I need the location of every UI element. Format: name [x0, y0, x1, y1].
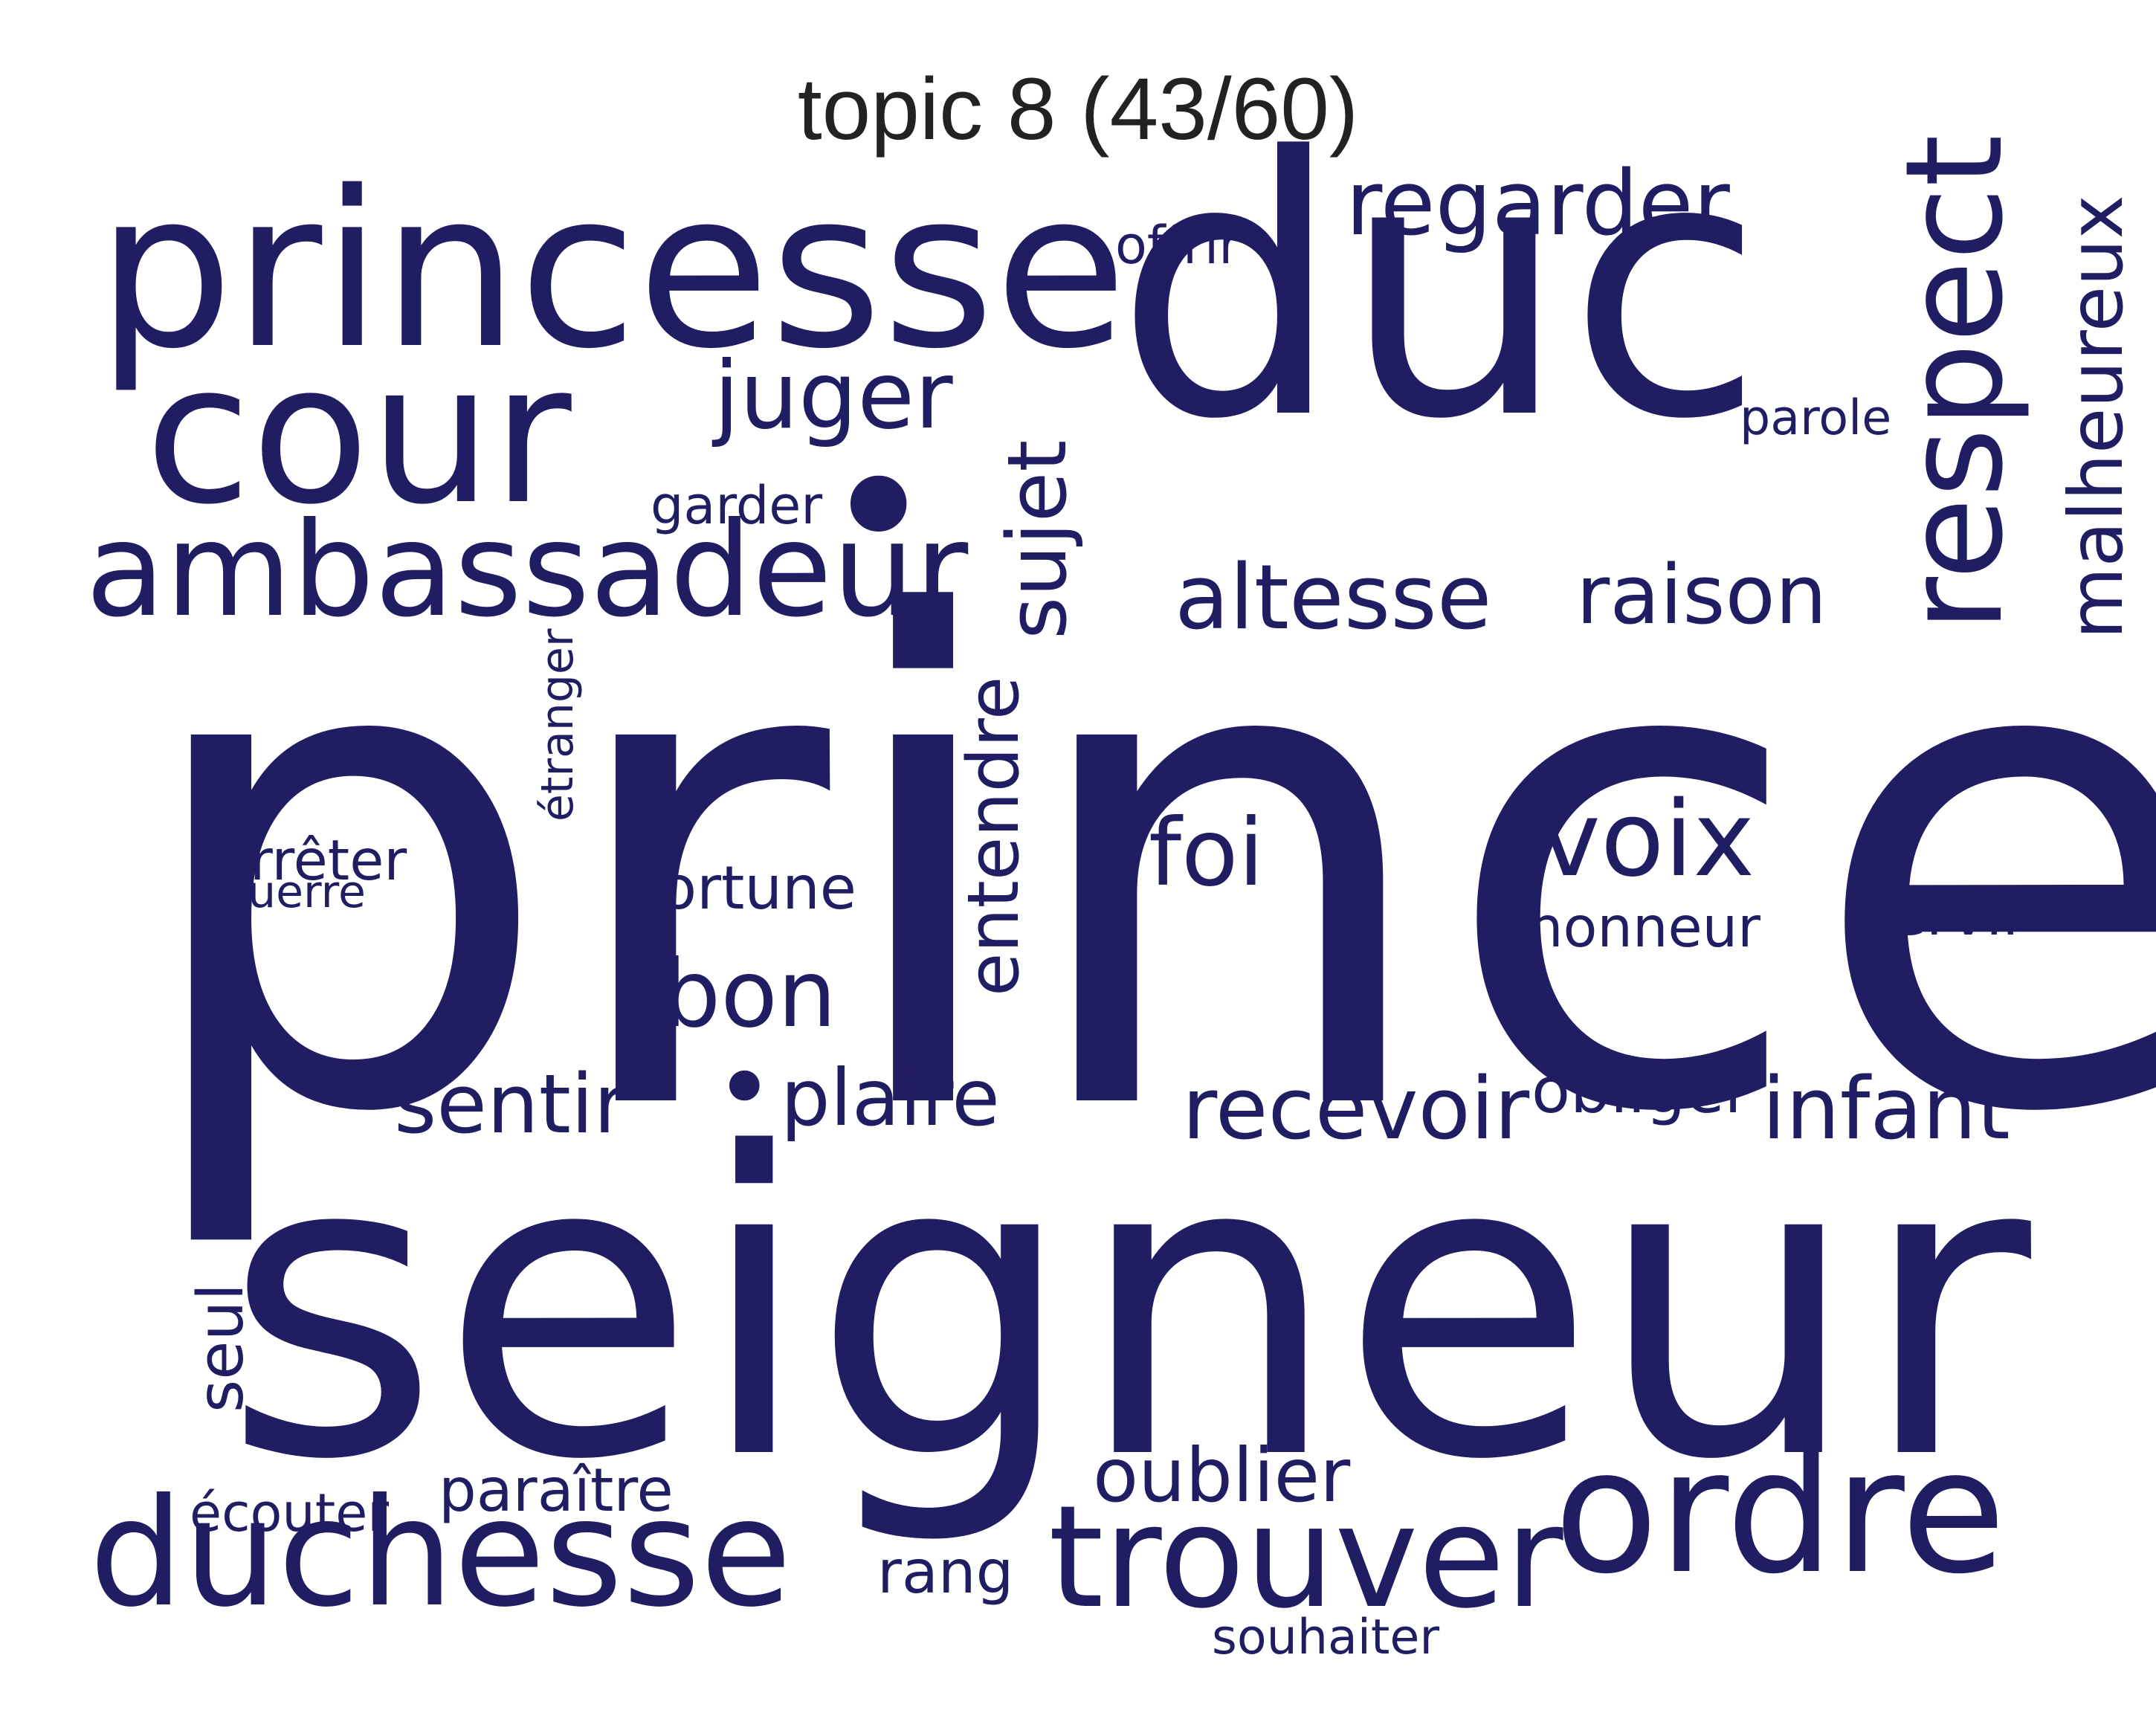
- word-parole: parole: [1740, 390, 1892, 446]
- word-rang: rang: [877, 1538, 1014, 1607]
- word-foi: foi: [1149, 799, 1265, 907]
- word-seigneur: seigneur: [223, 1066, 2031, 1551]
- word-arreter: arrêter: [216, 827, 407, 893]
- word-regarder: regarder: [1346, 152, 1730, 256]
- word-voix: voix: [1539, 779, 1755, 900]
- word-dot-40: •: [822, 397, 936, 622]
- word-servir: servir: [1859, 880, 2027, 949]
- word-obliger: obliger: [1532, 1054, 1751, 1128]
- word-duchesse: duchesse: [89, 1467, 792, 1640]
- word-sujet: sujet: [990, 439, 1085, 639]
- word-offrir: offrir: [1115, 215, 1241, 276]
- cloud-title: topic 8 (43/60): [797, 60, 1359, 158]
- word-fortune: fortune: [639, 854, 856, 923]
- word-malheureux: malheureux: [2053, 195, 2140, 639]
- word-raison: raison: [1576, 547, 1827, 642]
- word-entendre: entendre: [953, 676, 1035, 996]
- word-princesse: princesse: [97, 146, 1128, 396]
- word-paraitre: paraître: [439, 1456, 674, 1525]
- word-altesse: altesse: [1175, 546, 1492, 650]
- word-recevoir: recevoir: [1182, 1059, 1530, 1159]
- word-seul: seul: [184, 1282, 258, 1413]
- word-trouver: trouver: [1048, 1475, 1563, 1639]
- word-garder: garder: [651, 475, 823, 536]
- word-oublier: oublier: [1093, 1432, 1351, 1519]
- word-dot-41: •: [714, 1028, 775, 1149]
- word-bon: bon: [662, 940, 837, 1048]
- word-infant: infant: [1762, 1059, 2010, 1159]
- word-etranger: étranger: [532, 628, 584, 822]
- word-ambassadeur: ambassadeur: [85, 495, 969, 646]
- word-souhaiter: souhaiter: [1212, 1610, 1440, 1665]
- word-sentir: sentir: [394, 1056, 627, 1152]
- word-juger: juger: [714, 342, 953, 450]
- word-ecouter: écouter: [190, 1482, 390, 1543]
- word-duc: duc: [1115, 82, 1764, 497]
- word-prince: prince: [130, 480, 2156, 1259]
- word-cour: cour: [145, 323, 572, 547]
- word-honneur: honneur: [1528, 894, 1761, 960]
- word-ordre: ordre: [1554, 1413, 2007, 1612]
- word-guerre: guerre: [219, 866, 366, 918]
- word-respect: respect: [1877, 134, 2033, 632]
- word-plaire: plaire: [781, 1053, 1000, 1143]
